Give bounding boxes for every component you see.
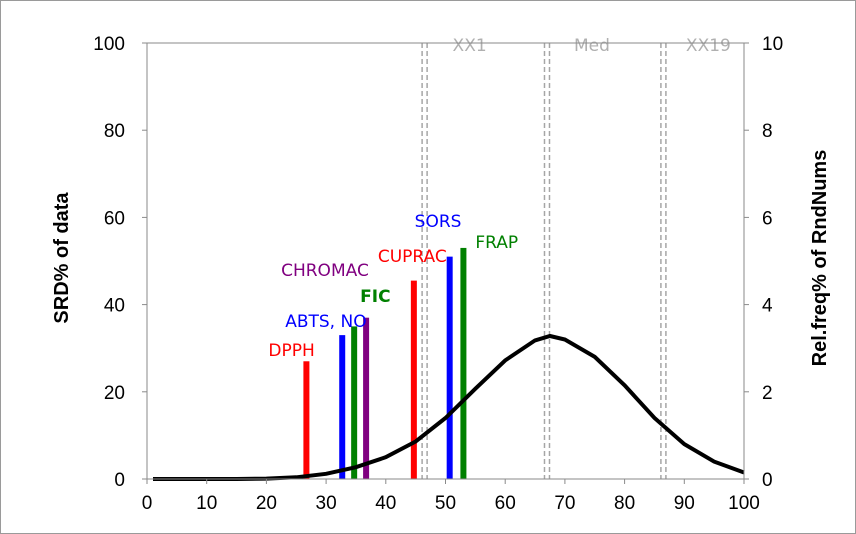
region-markers: XX1 Med XX19 [421,36,731,479]
y-axis-ticks: 0 20 40 60 80 100 [93,34,147,491]
x-tick-label-80: 80 [614,493,635,514]
y-tick-label-40: 40 [104,296,125,317]
x-tick-label-0: 0 [142,493,153,514]
y2-tick-label-0: 0 [762,470,773,491]
bar-label-sors: SORS [415,212,462,232]
y2-axis-title: Rel.freq% of RndNums [809,150,831,367]
y2-tick-label-2: 2 [762,383,773,404]
bar-cuprac [410,280,417,479]
y2-axis-ticks: 0 2 4 6 8 10 [744,34,783,491]
bar-label-fic: FIC [360,287,390,307]
x-tick-label-30: 30 [316,493,337,514]
x-tick-label-40: 40 [375,493,396,514]
x-axis-ticks: 0 10 20 30 40 50 60 70 80 90 100 [142,479,760,514]
x-tick-label-60: 60 [495,493,516,514]
y2-tick-label-10: 10 [762,34,783,55]
region-label-med: Med [574,36,610,56]
y-axis-title: SRD% of data [51,192,73,324]
bar-label-frap: FRAP [475,233,518,253]
bars [303,247,467,479]
bar-chromac [363,317,370,479]
bar-sors [446,256,453,479]
region-label-xx1: XX1 [453,36,487,56]
y2-tick-label-4: 4 [762,296,773,317]
x-tick-label-50: 50 [435,493,456,514]
bar-dpph [303,361,310,479]
x-tick-label-100: 100 [728,493,760,514]
y-tick-label-20: 20 [104,383,125,404]
bar-labels: DPPH ABTS, NO FIC CHROMAC CUPRAC SORS FRAP [268,212,518,361]
y-tick-label-60: 60 [104,208,125,229]
x-tick-label-20: 20 [256,493,277,514]
y2-tick-label-6: 6 [762,208,773,229]
y-tick-label-100: 100 [93,34,125,55]
bar-frap [460,247,467,479]
region-label-xx19: XX19 [686,36,731,56]
bar-label-chromac: CHROMAC [281,261,369,281]
x-tick-label-70: 70 [554,493,575,514]
bar-label-abts-no: ABTS, NO [285,312,366,332]
bar-fic [351,326,358,479]
x-tick-label-10: 10 [196,493,217,514]
bar-abts-no [339,335,346,479]
bar-label-cuprac: CUPRAC [378,247,447,267]
x-tick-label-90: 90 [674,493,695,514]
y-tick-label-80: 80 [104,121,125,142]
y2-tick-label-8: 8 [762,121,773,142]
y-tick-label-0: 0 [114,470,125,491]
bar-label-dpph: DPPH [268,341,314,361]
